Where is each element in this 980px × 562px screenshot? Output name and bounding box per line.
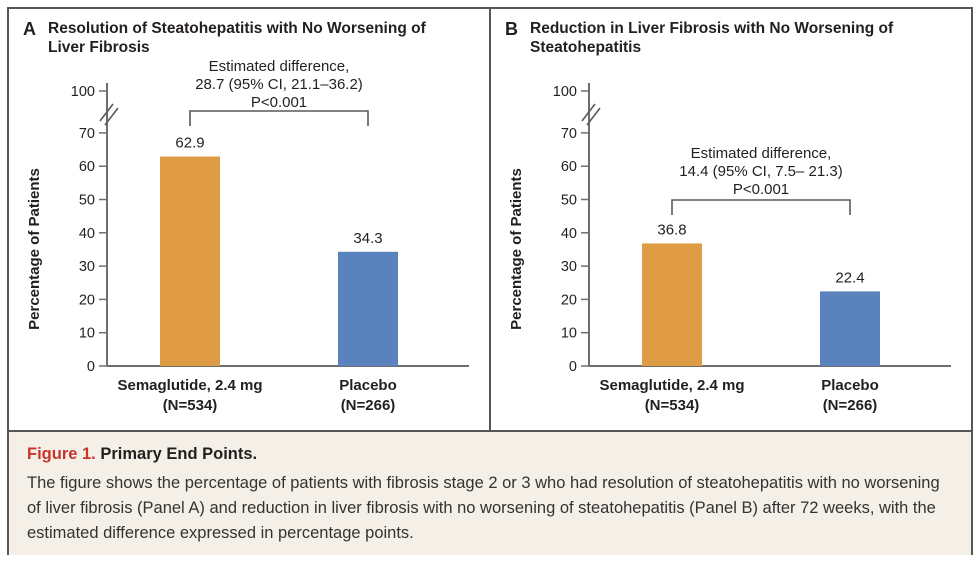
caption-figure-title: Primary End Points. bbox=[95, 445, 258, 463]
comparison-bracket bbox=[671, 199, 851, 215]
panel-b: B Reduction in Liver Fibrosis with No Wo… bbox=[491, 9, 971, 430]
y-tick-label: 60 bbox=[79, 159, 95, 175]
panel-b-title-text: Reduction in Liver Fibrosis with No Wors… bbox=[530, 20, 894, 57]
panel-a: A Resolution of Steatohepatitis with No … bbox=[9, 9, 489, 430]
y-tick-label: 10 bbox=[561, 326, 577, 342]
panel-b-letter: B bbox=[505, 19, 518, 39]
charts-row: A Resolution of Steatohepatitis with No … bbox=[9, 9, 971, 430]
caption-figure-label: Figure 1. bbox=[27, 445, 96, 463]
panel-a-title-text: Resolution of Steatohepatitis with No Wo… bbox=[48, 20, 426, 57]
category-n-label: (N=266) bbox=[823, 397, 878, 414]
figure-caption: Figure 1. Primary End Points. The figure… bbox=[9, 430, 971, 556]
bar-placebo bbox=[338, 251, 398, 366]
axis-break-slash bbox=[586, 107, 601, 126]
y-tick-label: 60 bbox=[561, 159, 577, 175]
y-tick-label: 70 bbox=[79, 126, 95, 142]
bar-semaglutide bbox=[160, 156, 220, 366]
category-label: Semaglutide, 2.4 mg bbox=[599, 377, 744, 394]
axis-break-slash bbox=[581, 103, 596, 122]
estimated-difference-text: 28.7 (95% CI, 21.1–36.2) bbox=[195, 76, 363, 93]
axis-break-slash bbox=[99, 103, 114, 122]
bar-value-label: 22.4 bbox=[835, 269, 864, 286]
axis-break-slash bbox=[104, 107, 119, 126]
y-axis-title: Percentage of Patients bbox=[508, 168, 525, 330]
caption-body: The figure shows the percentage of patie… bbox=[27, 474, 940, 542]
estimated-difference-text: P<0.001 bbox=[733, 181, 789, 198]
y-tick-label-upper: 100 bbox=[553, 84, 577, 100]
y-tick-label: 30 bbox=[561, 259, 577, 275]
y-tick-label: 30 bbox=[79, 259, 95, 275]
y-tick-label: 20 bbox=[561, 292, 577, 308]
panel-b-chart: Percentage of Patients 0 10 20 30 40 50 60 70 100… bbox=[508, 83, 951, 414]
panel-divider bbox=[489, 9, 491, 430]
panel-a-title: A Resolution of Steatohepatitis with No … bbox=[9, 9, 489, 57]
bar-semaglutide bbox=[642, 243, 702, 366]
y-tick-label-upper: 100 bbox=[71, 84, 95, 100]
y-tick-label: 0 bbox=[87, 359, 95, 375]
category-label: Placebo bbox=[821, 377, 879, 394]
bar-value-label: 62.9 bbox=[175, 135, 204, 152]
bar-value-label: 34.3 bbox=[353, 230, 382, 247]
caption-heading: Figure 1. Primary End Points. bbox=[27, 445, 953, 464]
estimated-difference-text: Estimated difference, bbox=[691, 145, 832, 162]
estimated-difference-text: 14.4 (95% CI, 7.5– 21.3) bbox=[679, 163, 842, 180]
category-n-label: (N=266) bbox=[341, 397, 396, 414]
category-n-label: (N=534) bbox=[645, 397, 700, 414]
figure-frame: A Resolution of Steatohepatitis with No … bbox=[7, 7, 973, 556]
category-label: Semaglutide, 2.4 mg bbox=[117, 377, 262, 394]
y-tick-label: 20 bbox=[79, 292, 95, 308]
category-n-label: (N=534) bbox=[163, 397, 218, 414]
y-tick-label: 0 bbox=[569, 359, 577, 375]
panel-a-chart: Percentage of Patients 0 10 20 30 40 50 60 70 100… bbox=[26, 58, 469, 414]
y-axis-title: Percentage of Patients bbox=[26, 168, 43, 330]
y-tick-label: 70 bbox=[561, 126, 577, 142]
category-label: Placebo bbox=[339, 377, 397, 394]
y-tick-label: 40 bbox=[561, 226, 577, 242]
panel-b-title: B Reduction in Liver Fibrosis with No Wo… bbox=[491, 9, 971, 57]
y-tick-label: 40 bbox=[79, 226, 95, 242]
panel-a-letter: A bbox=[23, 19, 36, 39]
y-tick-label: 50 bbox=[561, 193, 577, 209]
bar-value-label: 36.8 bbox=[657, 221, 686, 238]
y-tick-label: 50 bbox=[79, 193, 95, 209]
y-tick-label: 10 bbox=[79, 326, 95, 342]
estimated-difference-text: Estimated difference, bbox=[209, 58, 350, 75]
comparison-bracket bbox=[189, 110, 369, 126]
bar-placebo bbox=[820, 291, 880, 366]
estimated-difference-text: P<0.001 bbox=[251, 94, 307, 111]
